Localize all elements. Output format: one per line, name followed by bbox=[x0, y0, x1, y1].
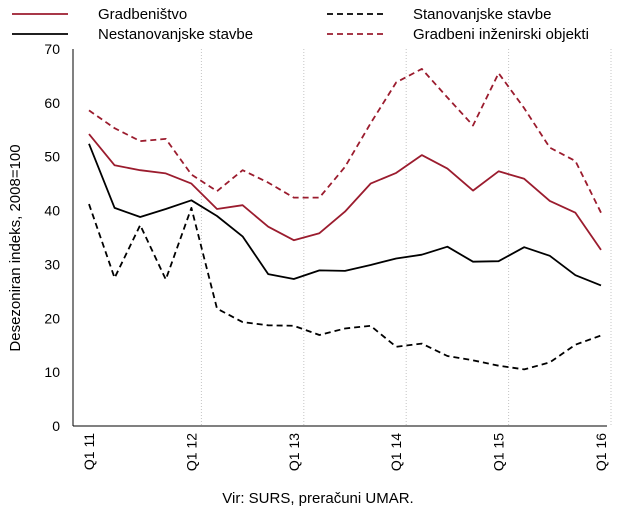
x-tick-label: Q1 16 bbox=[593, 433, 609, 471]
y-tick-label: 30 bbox=[44, 256, 60, 272]
x-tick-label: Q1 11 bbox=[81, 433, 97, 470]
vertical-gridlines bbox=[200, 49, 612, 426]
y-axis-label: Desezoniran indeks, 2008=100 bbox=[7, 144, 24, 351]
y-tick-label: 10 bbox=[44, 364, 60, 380]
legend-label-nestanovanjske-stavbe: Nestanovanjske stavbe bbox=[98, 26, 253, 43]
legend: Gradbeništvo Nestanovanjske stavbe Stanova… bbox=[12, 6, 589, 43]
x-tick-label: Q1 13 bbox=[286, 433, 302, 471]
y-tick-label: 40 bbox=[44, 203, 60, 219]
series-layer bbox=[88, 68, 602, 371]
x-tick-label: Q1 12 bbox=[183, 433, 199, 471]
x-tick-label: Q1 15 bbox=[491, 433, 507, 471]
x-axis-ticks: Q1 11 Q1 12 Q1 13 Q1 14 Q1 15 Q1 16 bbox=[81, 433, 609, 471]
legend-label-gradbenistvo: Gradbeništvo bbox=[98, 6, 187, 23]
source-note: Vir: SURS, preračuni UMAR. bbox=[222, 490, 413, 507]
legend-label-gradbeni-inzenirski-objekti: Gradbeni inženirski objekti bbox=[413, 26, 589, 43]
legend-label-stanovanjske-stavbe: Stanovanjske stavbe bbox=[413, 6, 551, 23]
series-line-gradbeni-inzenirski-objekti bbox=[88, 68, 602, 214]
series-line-nestanovanjske-stavbe bbox=[88, 143, 602, 287]
series-line-stanovanjske-stavbe bbox=[88, 203, 602, 371]
y-tick-label: 50 bbox=[44, 149, 60, 165]
y-tick-label: 70 bbox=[44, 41, 60, 57]
y-tick-label: 60 bbox=[44, 95, 60, 111]
y-tick-label: 0 bbox=[52, 418, 60, 434]
series-line-gradbenistvo bbox=[88, 133, 602, 251]
y-axis-ticks: 0 10 20 30 40 50 60 70 bbox=[44, 41, 60, 434]
y-tick-label: 20 bbox=[44, 310, 60, 326]
x-tick-label: Q1 14 bbox=[388, 433, 404, 471]
plot-frame bbox=[72, 49, 607, 427]
